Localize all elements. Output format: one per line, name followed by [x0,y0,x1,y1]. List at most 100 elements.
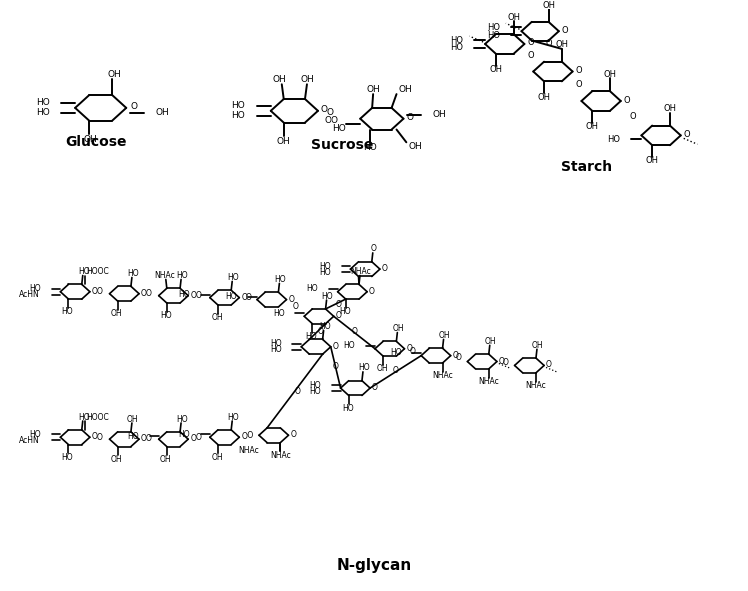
Text: OH: OH [111,455,123,464]
Text: O: O [527,51,534,60]
Text: OH: OH [211,453,223,462]
Text: OH: OH [376,365,388,374]
Text: O: O [453,350,459,360]
Text: OH: OH [646,157,659,165]
Text: O: O [130,102,137,111]
Text: OH: OH [107,70,121,79]
Text: HO: HO [450,35,464,44]
Text: OH: OH [277,137,291,146]
Text: O: O [292,303,298,311]
Text: O: O [190,434,196,443]
Text: NHAc: NHAc [155,271,175,280]
Text: ·: · [487,26,491,36]
Text: O: O [406,344,412,353]
Text: O: O [684,130,690,139]
Text: AcHN: AcHN [19,436,40,444]
Text: HOOC: HOOC [87,267,109,276]
Text: HO: HO [309,387,321,395]
Text: HO: HO [305,332,317,341]
Text: HO: HO [319,262,331,271]
Text: HO: HO [358,363,370,372]
Text: OH: OH [408,142,422,151]
Text: HO: HO [309,381,321,389]
Text: O: O [321,105,328,114]
Text: O: O [141,434,147,443]
Text: HO: HO [127,432,139,441]
Text: HO: HO [36,108,49,117]
Text: O: O [242,293,247,301]
Text: OH: OH [663,105,676,113]
Text: OH: OH [399,85,412,94]
Text: O: O [92,432,98,441]
Text: O: O [326,108,334,117]
Text: OH: OH [485,337,497,346]
Text: Starch: Starch [561,160,612,174]
Text: HO: HO [343,341,355,350]
Text: O: O [352,327,358,336]
Text: O: O [146,289,152,298]
Text: OH: OH [111,309,123,319]
Text: NHAc: NHAc [526,381,546,390]
Text: O: O [146,434,152,443]
Text: O: O [630,112,637,121]
Text: O: O [369,287,375,296]
Text: Sucrose: Sucrose [311,138,374,152]
Text: O: O [196,433,202,441]
Text: O: O [545,39,552,48]
Text: N-glycan: N-glycan [337,557,411,573]
Text: HO: HO [270,345,281,354]
Text: O: O [393,366,399,375]
Text: NHAc: NHAc [432,371,453,380]
Text: O: O [141,288,147,298]
Text: HO: HO [332,124,346,133]
Text: O: O [245,293,251,302]
Text: HO: HO [342,404,354,413]
Text: O: O [290,430,296,439]
Text: OH: OH [211,313,223,322]
Text: OH: OH [433,111,447,119]
Text: O: O [96,287,102,296]
Text: Glucose: Glucose [65,135,126,150]
Text: OH: OH [127,414,138,424]
Text: OH: OH [489,65,503,74]
Text: HO: HO [390,348,402,357]
Text: O: O [190,291,196,300]
Text: OH: OH [538,93,551,102]
Text: HO: HO [127,269,138,278]
Text: HO: HO [179,430,190,439]
Text: HO: HO [607,135,620,144]
Text: O: O [96,433,102,441]
Text: HO: HO [275,275,286,284]
Text: HO: HO [227,413,239,421]
Text: HO: HO [78,267,90,276]
Text: HO: HO [78,413,90,421]
Text: O: O [336,300,342,309]
Text: HOOC: HOOC [87,413,109,421]
Text: O: O [333,362,339,371]
Text: O: O [575,66,582,75]
Text: OH: OH [273,75,286,84]
Text: HO: HO [36,99,49,108]
Text: O: O [295,387,301,395]
Text: OH: OH [160,455,171,464]
Text: HO: HO [227,273,239,282]
Text: O: O [336,311,342,320]
Text: O: O [372,383,378,392]
Text: OH: OH [507,13,520,22]
Text: HO: HO [177,414,188,424]
Text: O: O [410,347,416,356]
Text: O: O [92,287,98,296]
Text: OH: OH [393,324,404,333]
Text: O: O [406,113,414,122]
Text: OH: OH [367,85,380,94]
Text: HO: HO [487,31,500,40]
Text: OH: OH [300,75,314,84]
Text: HO: HO [160,311,171,320]
Text: NHAc: NHAc [351,267,371,276]
Text: O: O [546,361,552,369]
Text: HO: HO [319,268,331,277]
Text: HO: HO [61,307,73,316]
Text: HO: HO [29,284,40,293]
Text: HO: HO [231,111,245,120]
Text: OH: OH [83,135,97,144]
